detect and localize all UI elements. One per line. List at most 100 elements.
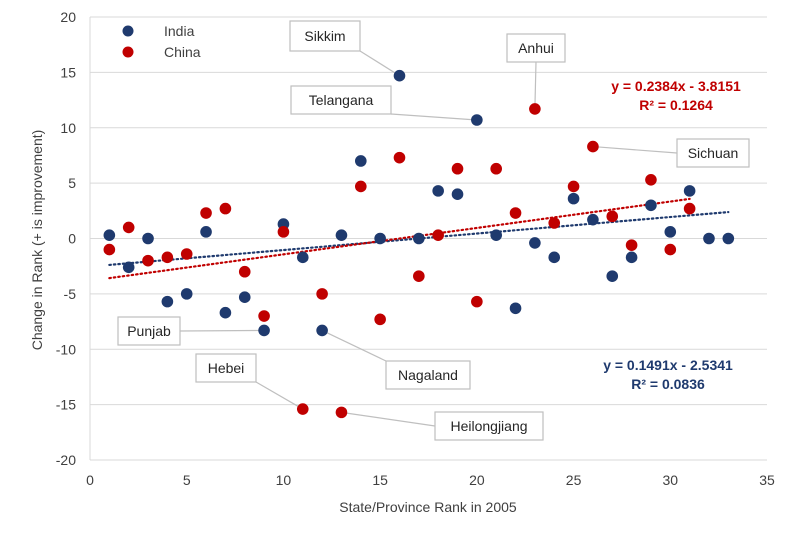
point-india — [200, 226, 212, 238]
point-india — [393, 69, 406, 82]
callout-label: Hebei — [208, 360, 245, 376]
point-china — [471, 295, 483, 308]
callout-line — [255, 381, 304, 410]
x-axis-label: State/Province Rank in 2005 — [339, 499, 517, 515]
y-tick-label: 10 — [60, 120, 76, 136]
point-china — [490, 162, 503, 175]
point-china — [567, 180, 580, 193]
x-tick-label: 5 — [183, 472, 191, 488]
y-tick-label: 20 — [60, 9, 76, 25]
point-india — [625, 251, 638, 264]
point-india — [606, 270, 619, 282]
callout-label: Telangana — [309, 92, 374, 108]
point-india — [471, 114, 483, 126]
callout-box — [117, 316, 181, 346]
y-tick-label: 0 — [68, 231, 76, 247]
point-china — [664, 243, 677, 256]
point-china — [374, 313, 386, 326]
y-tick-label: -15 — [56, 397, 76, 413]
y-tick-label: -5 — [64, 286, 77, 302]
point-india — [374, 232, 386, 245]
trendline-china — [108, 197, 691, 280]
callout-label: Anhui — [518, 40, 554, 56]
callout-line — [390, 113, 477, 121]
trend-equation-india: y = 0.1491x - 2.5341 — [603, 357, 733, 373]
point-china — [316, 288, 328, 300]
callout-label: Heilongjiang — [450, 418, 527, 434]
callout-line — [534, 61, 537, 109]
point-china — [238, 265, 251, 278]
point-china — [355, 180, 367, 193]
callout-label: Sikkim — [304, 28, 345, 44]
point-china — [393, 151, 406, 164]
point-india — [529, 237, 541, 249]
point-china — [413, 270, 425, 282]
point-china — [509, 207, 522, 219]
callout-box — [195, 353, 257, 383]
point-india — [161, 295, 174, 308]
callout-box — [290, 85, 392, 115]
point-india — [296, 251, 309, 264]
trend-r2-china: R² = 0.1264 — [639, 97, 713, 113]
legend-label: China — [164, 44, 201, 60]
point-china — [142, 254, 154, 267]
callout-box — [676, 138, 750, 168]
point-china — [219, 202, 232, 215]
tick-labels: -20 -15 -10 -5 0 5 10 15 20 0 5 10 15 20 25 30 35 — [56, 9, 775, 488]
callout-line — [341, 411, 436, 427]
legend-label: India — [164, 23, 195, 39]
point-india — [703, 232, 715, 245]
point-india — [238, 291, 251, 303]
point-india — [664, 226, 677, 238]
x-tick-label: 15 — [372, 472, 388, 488]
x-tick-label: 35 — [759, 472, 775, 488]
callout-box — [506, 33, 566, 63]
y-tick-label: -20 — [56, 452, 76, 468]
point-china — [587, 140, 599, 153]
point-india — [180, 288, 193, 300]
point-china — [335, 406, 348, 419]
point-china — [180, 248, 193, 260]
point-india — [219, 306, 232, 319]
point-india — [490, 229, 503, 241]
point-china — [683, 202, 696, 215]
point-india — [645, 199, 657, 212]
trend-r2-india: R² = 0.0836 — [631, 376, 705, 392]
legend-marker-china — [122, 46, 134, 58]
x-tick-label: 10 — [276, 472, 292, 488]
point-china — [103, 243, 116, 256]
callout-box — [434, 411, 544, 441]
data-points — [103, 69, 735, 419]
callout-label: Punjab — [127, 323, 171, 339]
y-tick-label: -10 — [56, 341, 76, 357]
legend: India China — [122, 23, 201, 60]
point-china — [625, 239, 638, 251]
callout-label: Sichuan — [688, 145, 739, 161]
callout-lines — [179, 50, 678, 427]
callout-label: Nagaland — [398, 367, 458, 383]
point-india — [103, 229, 116, 241]
point-china — [122, 221, 135, 234]
point-china — [645, 174, 657, 186]
legend-marker-india — [122, 25, 134, 37]
point-india — [587, 213, 599, 226]
callout-line — [179, 329, 265, 332]
point-india — [432, 185, 444, 197]
point-india — [142, 232, 154, 245]
point-china — [200, 207, 212, 219]
point-india — [567, 192, 580, 205]
callout-labels: Sikkim Telangana Anhui Sichuan Punjab Nagalan… — [117, 20, 750, 441]
callout-line — [321, 329, 387, 362]
y-tick-label: 5 — [68, 175, 76, 191]
point-india — [335, 229, 348, 241]
callout-line — [592, 145, 678, 154]
point-india — [258, 324, 270, 337]
point-china — [432, 229, 444, 241]
callout-box — [289, 20, 361, 52]
point-india — [722, 232, 735, 245]
trend-equation-china: y = 0.2384x - 3.8151 — [611, 78, 741, 94]
point-india — [548, 251, 561, 264]
x-tick-label: 30 — [662, 472, 678, 488]
point-china — [296, 403, 309, 415]
point-india — [316, 324, 328, 337]
